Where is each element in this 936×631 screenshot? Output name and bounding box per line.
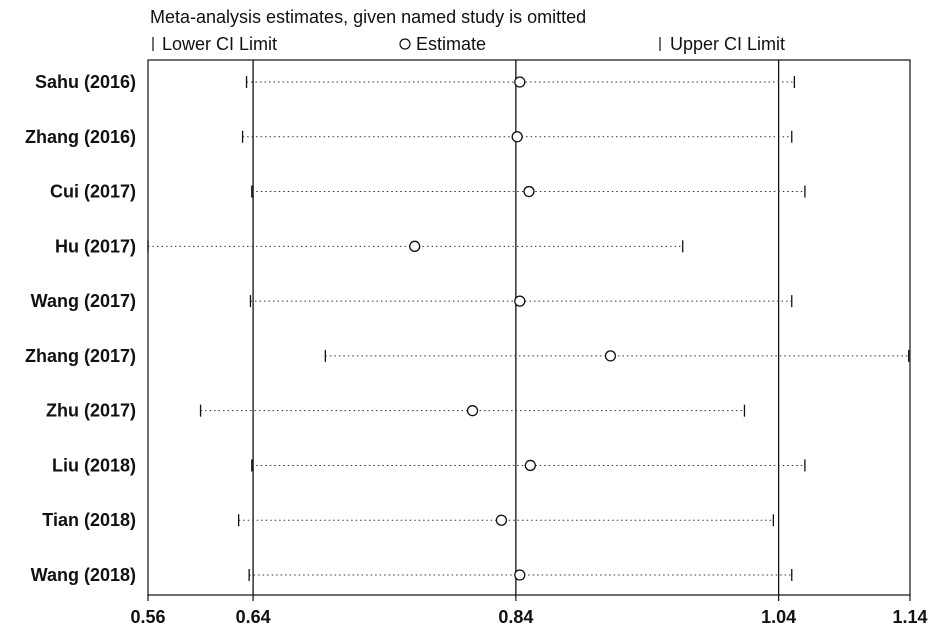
- estimate-point: [466, 405, 479, 417]
- study-label: Hu (2017): [55, 236, 136, 256]
- study-label: Zhu (2017): [46, 401, 136, 421]
- study-row: Tian (2018): [42, 510, 775, 530]
- study-label: Wang (2018): [31, 565, 136, 585]
- estimate-point: [495, 514, 508, 526]
- estimate-point: [514, 569, 526, 581]
- estimate-point: [511, 131, 523, 143]
- estimate-point: [524, 459, 536, 472]
- study-row: Wang (2017): [31, 291, 793, 311]
- study-label: Liu (2018): [52, 455, 136, 475]
- x-tick-label: 0.56: [130, 607, 165, 627]
- study-label: Tian (2018): [42, 510, 136, 530]
- study-row: Cui (2017): [50, 182, 806, 202]
- study-row: Zhang (2016): [25, 127, 793, 147]
- study-label: Sahu (2016): [35, 72, 136, 92]
- legend: Lower CI Limit Estimate Upper CI Limit: [152, 34, 785, 54]
- study-label: Zhang (2017): [25, 346, 136, 366]
- estimate-point: [604, 350, 617, 362]
- study-row: Wang (2018): [31, 565, 793, 585]
- x-tick-label: 0.64: [236, 607, 271, 627]
- study-label: Wang (2017): [31, 291, 136, 311]
- study-row: Liu (2018): [52, 455, 806, 475]
- study-row: Sahu (2016): [35, 72, 796, 92]
- legend-estimate-label: Estimate: [416, 34, 486, 54]
- study-row: Zhang (2017): [25, 346, 910, 366]
- x-tick-label: 1.14: [892, 607, 927, 627]
- estimate-point: [409, 240, 421, 252]
- x-tick-label: 0.84: [498, 607, 533, 627]
- study-row: Zhu (2017): [46, 401, 746, 421]
- plot-frame: [147, 59, 911, 596]
- estimate-point: [514, 295, 526, 307]
- legend-estimate-marker: [399, 38, 411, 50]
- legend-lower-label: Lower CI Limit: [162, 34, 277, 54]
- estimate-point: [523, 185, 535, 198]
- x-tick-label: 1.04: [761, 607, 796, 627]
- chart-title: Meta-analysis estimates, given named stu…: [150, 7, 586, 27]
- study-row: Hu (2017): [55, 236, 684, 256]
- legend-upper-label: Upper CI Limit: [670, 34, 785, 54]
- study-label: Cui (2017): [50, 182, 136, 202]
- study-label: Zhang (2016): [25, 127, 136, 147]
- estimate-point: [514, 76, 526, 88]
